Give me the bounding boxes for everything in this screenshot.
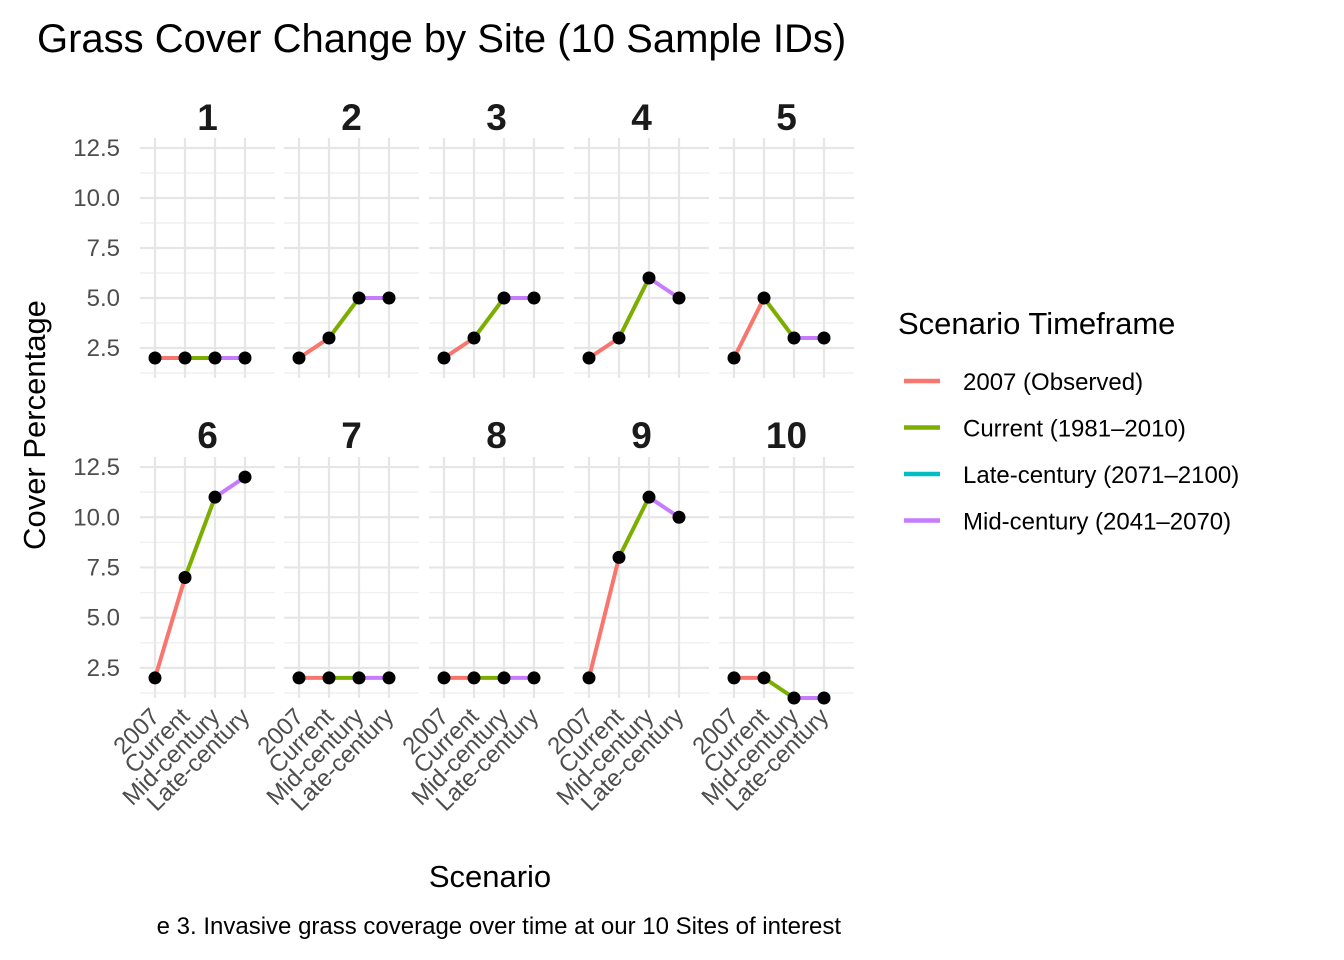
data-point <box>178 351 192 365</box>
facet-panel-4: 4 <box>574 97 709 378</box>
facet-label: 7 <box>341 415 362 456</box>
data-point <box>817 691 831 705</box>
facet-label: 3 <box>486 97 507 138</box>
y-tick-label: 12.5 <box>73 454 120 481</box>
data-point <box>238 351 252 365</box>
data-point <box>382 671 396 685</box>
data-point <box>672 510 686 524</box>
facet-panel-6: 62.55.07.510.012.52007CurrentMid-century… <box>73 415 275 817</box>
data-point <box>497 291 511 305</box>
data-point <box>148 671 162 685</box>
legend-title: Scenario Timeframe <box>898 306 1175 341</box>
legend-label: Late-century (2071–2100) <box>963 462 1239 489</box>
data-point <box>757 291 771 305</box>
facet-panel-3: 3 <box>429 97 564 378</box>
y-axis-title: Cover Percentage <box>17 300 52 550</box>
data-point <box>787 691 801 705</box>
data-point <box>238 470 252 484</box>
data-point <box>437 351 451 365</box>
series-segment <box>617 496 651 559</box>
data-point <box>527 671 541 685</box>
series-segment <box>327 296 361 340</box>
data-point <box>467 671 481 685</box>
data-point <box>322 331 336 345</box>
facet-panels: 12.55.07.510.012.52 3 4 562.55.07.510.012.5… <box>73 97 854 817</box>
data-point <box>757 671 771 685</box>
data-point <box>612 331 626 345</box>
data-point <box>292 671 306 685</box>
series-segment <box>153 576 187 679</box>
facet-panel-5: 5 <box>719 97 854 378</box>
data-point <box>208 351 222 365</box>
data-point <box>642 271 656 285</box>
y-tick-label: 12.5 <box>73 135 120 162</box>
data-point <box>208 490 222 504</box>
y-tick-label: 7.5 <box>87 554 120 581</box>
y-tick-label: 2.5 <box>87 655 120 682</box>
data-point <box>727 671 741 685</box>
series-segment <box>617 277 651 339</box>
legend-label: Mid-century (2041–2070) <box>963 509 1231 536</box>
data-point <box>467 331 481 345</box>
data-point <box>352 671 366 685</box>
facet-label: 2 <box>341 97 362 138</box>
series-segment <box>732 297 766 359</box>
facet-label: 1 <box>197 97 218 138</box>
figure-caption: e 3. Invasive grass coverage over time a… <box>157 913 842 940</box>
facet-label: 9 <box>631 415 652 456</box>
data-point <box>817 331 831 345</box>
facet-label: 5 <box>776 97 797 138</box>
data-point <box>672 291 686 305</box>
facet-panel-2: 2 <box>284 97 419 378</box>
legend-label: Current (1981–2010) <box>963 416 1186 443</box>
data-point <box>787 331 801 345</box>
chart-title: Grass Cover Change by Site (10 Sample ID… <box>37 17 846 61</box>
data-point <box>178 571 192 584</box>
series-segment <box>587 556 621 679</box>
data-point <box>612 550 626 564</box>
series-segment <box>472 296 506 340</box>
data-point <box>148 351 162 365</box>
series-segment <box>762 296 796 340</box>
y-tick-label: 7.5 <box>87 235 120 262</box>
facet-label: 10 <box>766 415 807 456</box>
facet-label: 6 <box>197 415 218 456</box>
data-point <box>382 291 396 305</box>
data-point <box>497 671 511 685</box>
data-point <box>527 291 541 305</box>
data-point <box>292 351 306 365</box>
y-tick-label: 5.0 <box>87 605 120 632</box>
data-point <box>322 671 336 685</box>
series-segment <box>183 496 217 579</box>
x-axis-title: Scenario <box>429 859 551 894</box>
facet-panel-1: 12.55.07.510.012.5 <box>73 97 275 378</box>
y-tick-label: 10.0 <box>73 185 120 212</box>
legend: Scenario Timeframe 2007 (Observed) Curren… <box>898 306 1239 536</box>
data-point <box>582 671 596 685</box>
facet-label: 8 <box>486 415 507 456</box>
data-point <box>727 351 741 365</box>
data-point <box>642 490 656 504</box>
data-point <box>352 291 366 305</box>
facet-label: 4 <box>631 97 652 138</box>
y-tick-label: 5.0 <box>87 285 120 312</box>
y-tick-label: 2.5 <box>87 335 120 362</box>
data-point <box>437 671 451 685</box>
data-point <box>582 351 596 365</box>
legend-label: 2007 (Observed) <box>963 369 1143 396</box>
y-tick-label: 10.0 <box>73 504 120 531</box>
